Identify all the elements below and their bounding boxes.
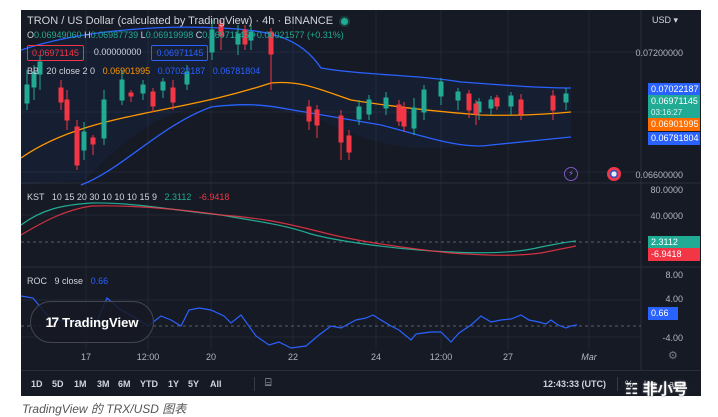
kst-legend[interactable]: KST 10 15 20 30 10 10 10 15 9 2.3112 -6.…	[27, 192, 230, 202]
range-5d[interactable]: 5D	[52, 379, 64, 389]
bb-lower-tag: 0.06781804	[648, 132, 700, 145]
tradingview-logo[interactable]: 17 TradingView	[30, 301, 154, 343]
market-status-dot	[341, 17, 349, 25]
currency-selector[interactable]: USD ▾	[652, 15, 679, 25]
kst-tick: 40.0000	[650, 211, 683, 221]
calendar-icon[interactable]: ⌸	[265, 377, 272, 389]
toolbar-divider	[617, 377, 618, 391]
tv-logo-icon: 17	[45, 314, 60, 330]
roc-tag: 0.66	[648, 307, 678, 320]
roc-tick: 8.00	[665, 270, 683, 280]
bottom-toolbar: 1D 5D 1M 3M 6M YTD 1Y 5Y All ⌸ 12:43:33 …	[21, 370, 701, 396]
price-tick: 0.07200000	[635, 48, 683, 58]
percent-toggle[interactable]: %	[625, 379, 634, 389]
auto-toggle[interactable]: auto	[669, 379, 687, 389]
ohlc-values: O0.06949060 H0.06987739 L0.06919998 C0.0…	[27, 30, 344, 40]
time-axis[interactable]: 17 12:00 20 22 24 12:00 27 Mar	[80, 352, 597, 362]
range-1m[interactable]: 1M	[74, 379, 87, 389]
bb-upper-tag: 0.07022187	[648, 83, 700, 96]
chart-panel[interactable]: TRON / US Dollar (calculated by TradingV…	[21, 10, 701, 396]
kst-tag: 2.3112	[648, 236, 700, 249]
buy-button[interactable]: 0.06971145	[151, 45, 209, 61]
candles	[24, 20, 569, 170]
range-1d[interactable]: 1D	[31, 379, 43, 389]
watermark-icon: ☷	[625, 381, 643, 398]
last-price-tag: 0.06971145 03:16:27	[648, 95, 700, 119]
price-tick: 0.06600000	[635, 170, 683, 180]
range-ytd[interactable]: YTD	[140, 379, 158, 389]
watermark: ☷ 非小号	[625, 381, 688, 398]
bb-legend[interactable]: BB 20 close 2 0 0.06901995 0.07022187 0.…	[27, 66, 261, 76]
roc-tick: -4.00	[662, 333, 683, 343]
spread-value: 0.00000000	[93, 47, 142, 57]
roc-tick: 4.00	[665, 294, 683, 304]
log-toggle[interactable]: log	[644, 379, 657, 389]
bar-countdown: 03:16:27	[651, 108, 683, 117]
sell-button[interactable]: 0.06971145	[27, 45, 84, 61]
range-all[interactable]: All	[210, 379, 222, 389]
lightning-icon[interactable]: ⚡	[564, 167, 578, 181]
settings-gear-icon[interactable]: ⚙	[668, 350, 678, 362]
toolbar-divider	[254, 377, 255, 391]
range-1y[interactable]: 1Y	[168, 379, 180, 389]
bb-basis-tag: 0.06901995	[648, 118, 700, 131]
range-3m[interactable]: 3M	[97, 379, 110, 389]
trade-buttons: 0.06971145 0.00000000 0.06971145	[27, 45, 209, 61]
range-5y[interactable]: 5Y	[188, 379, 200, 389]
kst-tick: 80.0000	[650, 185, 683, 195]
kst-signal-tag: -6.9418	[648, 248, 700, 261]
roc-legend[interactable]: ROC 9 close 0.66	[27, 276, 109, 286]
chart-caption: TradingView 的 TRX/USD 图表	[22, 402, 187, 416]
utc-clock[interactable]: 12:43:33 (UTC)	[543, 379, 607, 389]
us-flag-icon[interactable]	[607, 167, 621, 181]
range-6m[interactable]: 6M	[118, 379, 131, 389]
symbol-title[interactable]: TRON / US Dollar (calculated by TradingV…	[27, 15, 349, 27]
